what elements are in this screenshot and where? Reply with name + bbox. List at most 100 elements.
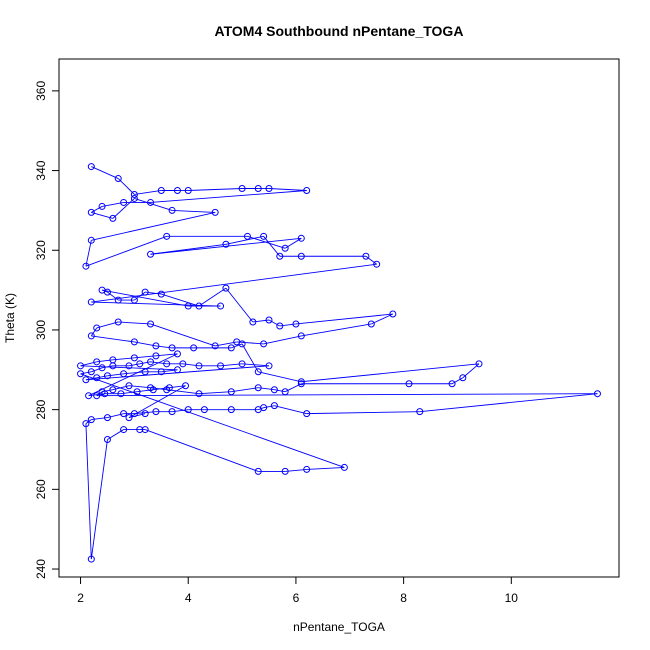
series-line-segment [91, 211, 113, 219]
series-line-segment [85, 423, 92, 560]
series-line-segment [150, 237, 302, 255]
data-point [114, 318, 122, 326]
data-point [227, 406, 235, 414]
data-point [87, 236, 95, 244]
series-line-segment [231, 387, 259, 393]
y-tick-label: 360 [34, 81, 48, 101]
data-point [217, 302, 225, 310]
series-line-segment [150, 190, 307, 203]
series-line-segment [139, 361, 151, 365]
series-line-segment [91, 367, 103, 373]
data-point [254, 467, 262, 475]
data-point [173, 350, 181, 358]
data-point [168, 344, 176, 352]
series-line-segment [188, 188, 243, 191]
series-line-segment [134, 190, 162, 195]
data-point [195, 390, 203, 398]
data-point [103, 372, 111, 380]
x-tick-label: 6 [293, 591, 300, 605]
series-line-segment [242, 363, 270, 367]
data-point [184, 302, 192, 310]
data-point [125, 414, 133, 422]
data-point [389, 310, 397, 318]
data-point [109, 214, 117, 222]
data-point [184, 186, 192, 194]
series-line-segment [172, 209, 216, 213]
data-point [254, 406, 262, 414]
data-point [238, 340, 246, 348]
data-point [82, 262, 90, 270]
data-point [195, 362, 203, 370]
data-point [182, 382, 190, 390]
data-point [130, 296, 138, 304]
data-point [93, 324, 101, 332]
data-point [303, 465, 311, 473]
data-point [184, 406, 192, 414]
data-point [103, 414, 111, 422]
data-point [87, 332, 95, 340]
series-line-segment [107, 291, 119, 301]
data-point [173, 186, 181, 194]
series-line-segment [117, 178, 135, 195]
series-line-segment [306, 411, 420, 415]
data-point [222, 284, 230, 292]
data-point [120, 370, 128, 378]
series-points [77, 163, 601, 563]
data-point [297, 332, 305, 340]
series-lines [80, 166, 598, 560]
data-point [87, 163, 95, 171]
series-line-segment [231, 343, 243, 349]
series-line-segment [268, 188, 307, 191]
data-point [340, 463, 348, 471]
data-point [101, 390, 109, 398]
series-line-segment [301, 323, 372, 337]
data-point [93, 358, 101, 366]
series-line-segment [225, 235, 264, 245]
data-point [117, 390, 125, 398]
data-point [103, 288, 111, 296]
series-line-segment [462, 363, 480, 379]
data-point [238, 185, 246, 192]
series-line-segment [91, 263, 377, 303]
data-point [475, 360, 483, 368]
series-line-segment [236, 341, 264, 345]
series-line-segment [90, 327, 98, 337]
data-point [168, 408, 176, 416]
data-point [254, 384, 262, 392]
series-line-segment [123, 371, 146, 375]
data-point [93, 374, 101, 382]
y-tick-label: 240 [34, 559, 48, 579]
series-line-segment [85, 240, 92, 267]
data-point [265, 362, 273, 370]
data-point [152, 342, 160, 350]
data-point [85, 392, 93, 400]
x-tick-label: 10 [505, 591, 519, 605]
data-point [125, 382, 133, 390]
data-point [147, 320, 155, 328]
series-line-segment [263, 236, 281, 257]
data-point [77, 362, 85, 370]
data-point [249, 318, 257, 326]
data-point [270, 402, 278, 410]
series-line-segment [268, 319, 280, 327]
series-line-segment [198, 391, 232, 395]
series-line-segment [365, 255, 377, 265]
series-line-segment [198, 287, 227, 307]
data-point [114, 296, 122, 304]
data-point [276, 322, 284, 330]
series-line-segment [306, 466, 345, 470]
series-line-segment [91, 206, 103, 213]
data-point [211, 342, 219, 350]
data-point [281, 244, 289, 252]
data-point [130, 410, 138, 418]
data-point [195, 302, 203, 310]
data-point [227, 388, 235, 396]
data-point [120, 410, 128, 418]
data-point [254, 368, 262, 376]
data-point [367, 320, 375, 328]
data-point [141, 426, 149, 434]
series-line-segment [91, 335, 135, 343]
data-point [217, 362, 225, 370]
series-line-segment [150, 323, 216, 347]
